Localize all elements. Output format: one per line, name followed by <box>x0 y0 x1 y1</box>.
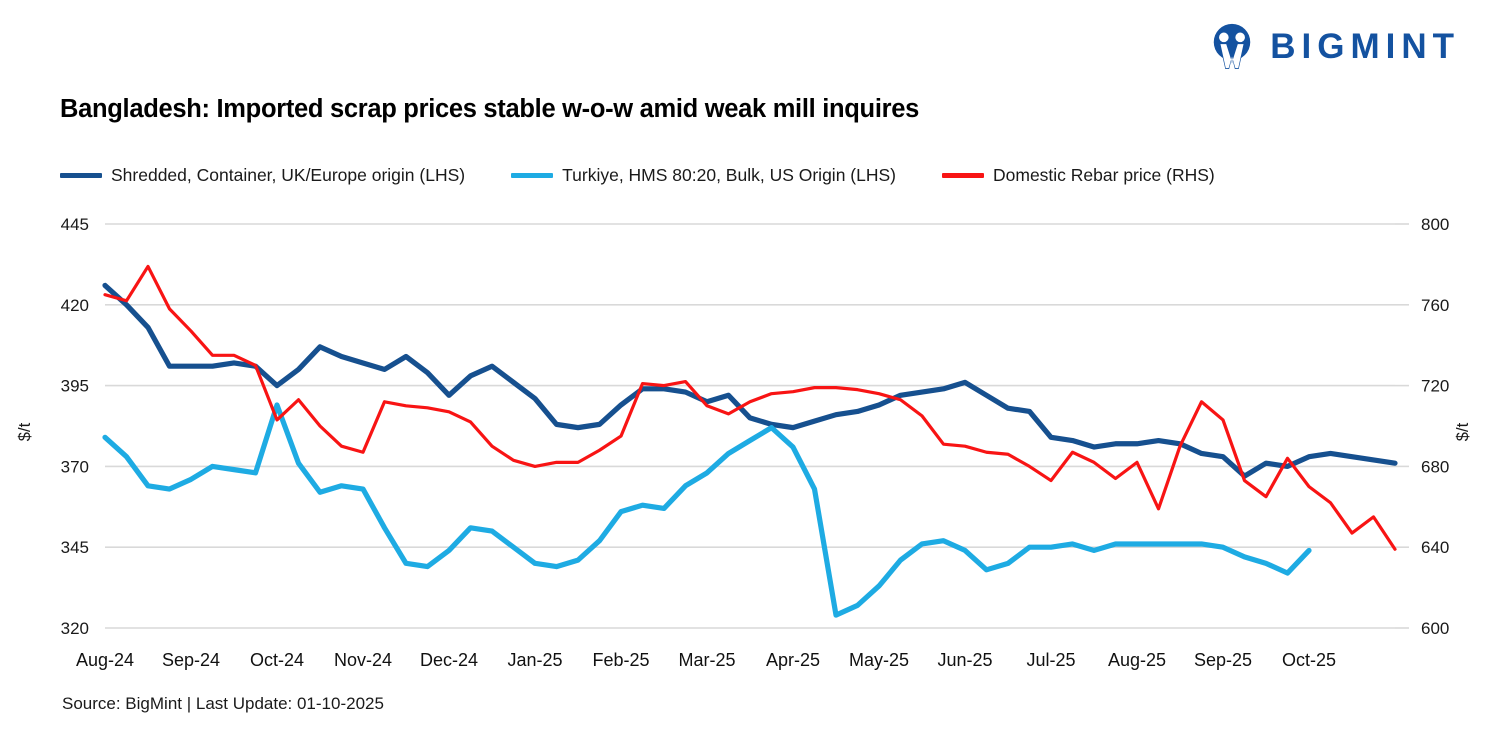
x-tick-label: Dec-24 <box>420 650 478 670</box>
brand-wordmark: BIGMINT <box>1270 26 1460 66</box>
bigmint-logo-icon <box>1213 23 1251 70</box>
left-tick-label: 370 <box>61 457 89 476</box>
left-axis-title: $/t <box>16 422 34 441</box>
series-line <box>102 402 1312 618</box>
right-tick-label: 760 <box>1421 296 1449 315</box>
line-chart: 320 345 370 395 420 445 600 640 680 720 760 800 Au… <box>16 215 1472 670</box>
x-tick-label: Oct-24 <box>250 650 304 670</box>
right-axis-title: $/t <box>1454 422 1472 441</box>
x-tick-label: Aug-24 <box>76 650 134 670</box>
x-tick-label: Feb-25 <box>592 650 649 670</box>
series-line <box>102 282 1398 479</box>
x-tick-label: Jul-25 <box>1026 650 1075 670</box>
left-tick-label: 420 <box>61 296 89 315</box>
right-tick-label: 640 <box>1421 538 1449 557</box>
brand-logo: BIGMINT <box>1208 22 1460 70</box>
legend-swatch-turkiye <box>511 173 554 178</box>
legend-item-turkiye[interactable]: Turkiye, HMS 80:20, Bulk, US Origin (LHS… <box>511 165 896 186</box>
x-tick-label: Oct-25 <box>1282 650 1336 670</box>
chart-gridlines <box>105 223 1395 629</box>
legend-item-shredded[interactable]: Shredded, Container, UK/Europe origin (L… <box>60 165 465 186</box>
right-tick-label: 600 <box>1421 619 1449 638</box>
left-axis-ticks: 320 345 370 395 420 445 <box>61 215 89 638</box>
series-line <box>103 264 1397 551</box>
source-note: Source: BigMint | Last Update: 01-10-202… <box>62 694 384 713</box>
x-tick-label: Apr-25 <box>766 650 820 670</box>
legend-swatch-rebar <box>942 173 984 178</box>
legend-label-rebar: Domestic Rebar price (RHS) <box>993 165 1215 185</box>
right-tick-label: 800 <box>1421 215 1449 234</box>
x-axis-ticks: Aug-24 Sep-24 Oct-24 Nov-24 Dec-24 Jan-25 Feb-… <box>76 650 1336 670</box>
legend-label-turkiye: Turkiye, HMS 80:20, Bulk, US Origin (LHS… <box>562 165 896 185</box>
left-tick-label: 320 <box>61 619 89 638</box>
left-tick-label: 345 <box>61 538 89 557</box>
x-tick-label: Jan-25 <box>507 650 562 670</box>
right-tick-label: 680 <box>1421 457 1449 476</box>
x-tick-label: Mar-25 <box>678 650 735 670</box>
right-axis-ticks: 600 640 680 720 760 800 <box>1395 215 1449 638</box>
legend-item-rebar[interactable]: Domestic Rebar price (RHS) <box>942 165 1215 186</box>
chart-legend: Shredded, Container, UK/Europe origin (L… <box>60 165 1215 186</box>
legend-label-shredded: Shredded, Container, UK/Europe origin (L… <box>111 165 466 185</box>
legend-swatch-shredded <box>60 173 102 178</box>
chart-container: 320 345 370 395 420 445 600 640 680 720 760 800 Au… <box>0 200 1500 670</box>
chart-series-group <box>102 264 1398 618</box>
x-tick-label: Sep-24 <box>162 650 220 670</box>
x-tick-label: Jun-25 <box>937 650 992 670</box>
x-tick-label: Sep-25 <box>1194 650 1252 670</box>
left-tick-label: 445 <box>61 215 89 234</box>
x-tick-label: Aug-25 <box>1108 650 1166 670</box>
left-tick-label: 395 <box>61 377 89 396</box>
page-title: Bangladesh: Imported scrap prices stable… <box>60 95 919 123</box>
right-tick-label: 720 <box>1421 377 1449 396</box>
x-tick-label: May-25 <box>849 650 909 670</box>
x-tick-label: Nov-24 <box>334 650 392 670</box>
